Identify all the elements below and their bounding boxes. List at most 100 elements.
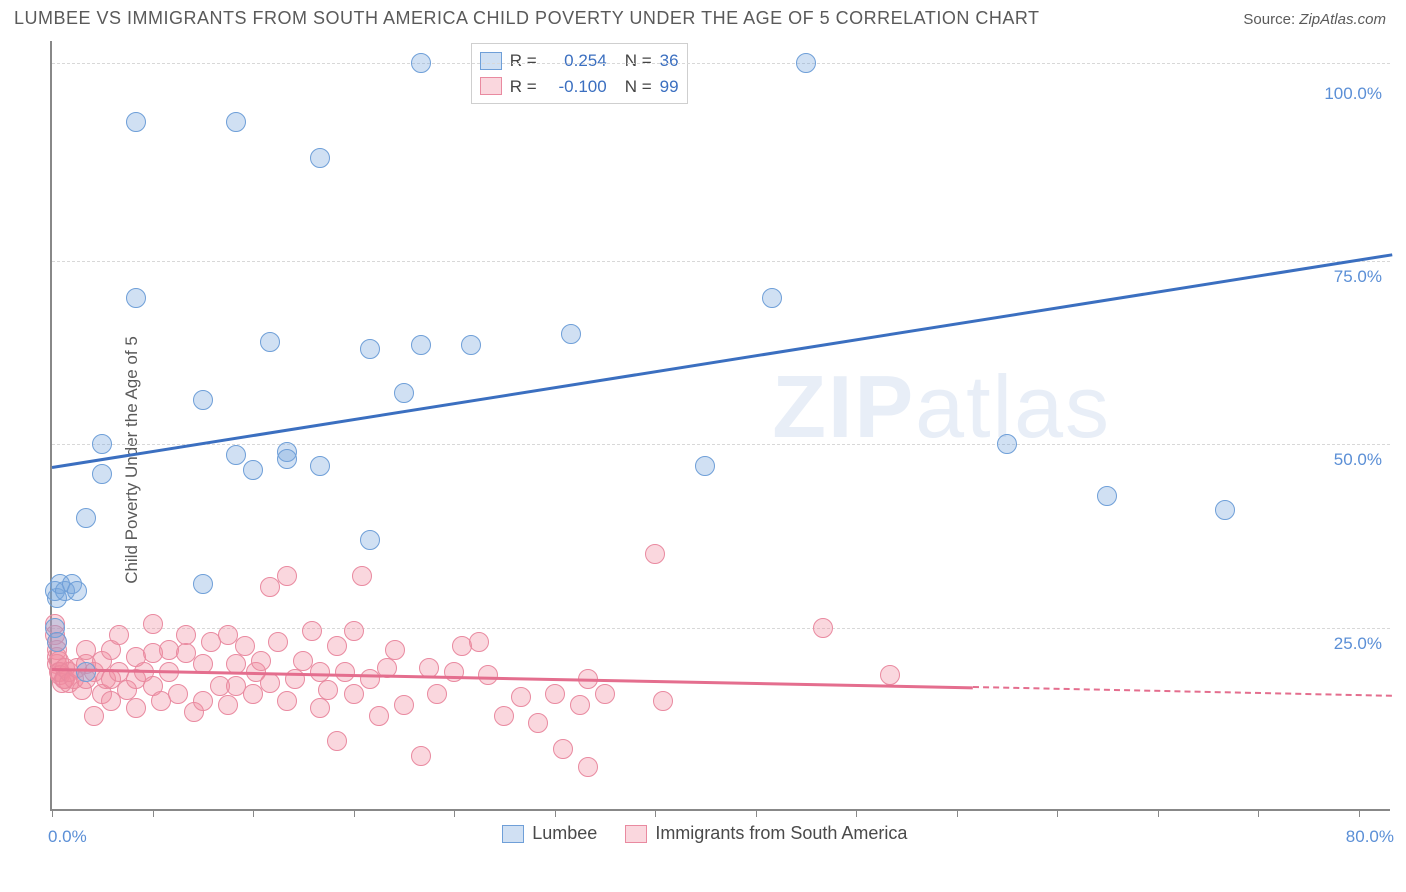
series-legend: LumbeeImmigrants from South America xyxy=(502,823,907,844)
data-point xyxy=(126,112,146,132)
x-tick-mark xyxy=(454,809,455,817)
legend-swatch xyxy=(502,825,524,843)
x-tick-mark xyxy=(1258,809,1259,817)
y-tick-label: 25.0% xyxy=(1334,634,1382,654)
r-value: -0.100 xyxy=(545,74,607,100)
data-point xyxy=(277,449,297,469)
data-point xyxy=(318,680,338,700)
data-point xyxy=(277,691,297,711)
data-point xyxy=(997,434,1017,454)
data-point xyxy=(143,614,163,634)
data-point xyxy=(226,445,246,465)
data-point xyxy=(385,640,405,660)
correlation-stats-box: R = 0.254 N = 36 R = -0.100 N = 99 xyxy=(471,43,688,104)
x-tick-mark xyxy=(957,809,958,817)
x-tick-mark xyxy=(856,809,857,817)
source-value: ZipAtlas.com xyxy=(1299,11,1386,28)
y-tick-label: 75.0% xyxy=(1334,267,1382,287)
data-point xyxy=(394,383,414,403)
trend-line xyxy=(973,686,1392,697)
r-label: R = xyxy=(510,48,537,74)
r-value: 0.254 xyxy=(545,48,607,74)
data-point xyxy=(469,632,489,652)
gridline xyxy=(52,444,1390,445)
chart-area: Child Poverty Under the Age of 5 ZIPatla… xyxy=(0,35,1406,885)
x-tick-mark xyxy=(655,809,656,817)
data-point xyxy=(494,706,514,726)
data-point xyxy=(461,335,481,355)
data-point xyxy=(302,621,322,641)
x-tick-mark xyxy=(1057,809,1058,817)
data-point xyxy=(310,662,330,682)
data-point xyxy=(310,698,330,718)
data-point xyxy=(511,687,531,707)
data-point xyxy=(545,684,565,704)
data-point xyxy=(595,684,615,704)
data-point xyxy=(67,581,87,601)
data-point xyxy=(193,390,213,410)
x-tick-mark xyxy=(354,809,355,817)
legend-label: Immigrants from South America xyxy=(655,823,907,844)
data-point xyxy=(176,625,196,645)
data-point xyxy=(126,288,146,308)
x-tick-mark xyxy=(756,809,757,817)
source-attribution: Source: ZipAtlas.com xyxy=(1243,11,1386,28)
n-value: 36 xyxy=(660,48,679,74)
x-tick-label: 0.0% xyxy=(48,827,87,847)
data-point xyxy=(645,544,665,564)
data-point xyxy=(369,706,389,726)
gridline xyxy=(52,261,1390,262)
data-point xyxy=(411,335,431,355)
y-tick-label: 50.0% xyxy=(1334,450,1382,470)
trend-line xyxy=(52,668,973,689)
data-point xyxy=(695,456,715,476)
data-point xyxy=(310,148,330,168)
data-point xyxy=(553,739,573,759)
data-point xyxy=(1215,500,1235,520)
x-tick-label: 80.0% xyxy=(1346,827,1394,847)
data-point xyxy=(268,632,288,652)
data-point xyxy=(327,636,347,656)
data-point xyxy=(880,665,900,685)
data-point xyxy=(394,695,414,715)
data-point xyxy=(411,53,431,73)
data-point xyxy=(478,665,498,685)
n-label: N = xyxy=(625,48,652,74)
data-point xyxy=(335,662,355,682)
data-point xyxy=(578,757,598,777)
x-tick-mark xyxy=(1158,809,1159,817)
data-point xyxy=(344,684,364,704)
data-point xyxy=(561,324,581,344)
data-point xyxy=(92,464,112,484)
data-point xyxy=(762,288,782,308)
data-point xyxy=(92,434,112,454)
chart-title: LUMBEE VS IMMIGRANTS FROM SOUTH AMERICA … xyxy=(14,8,1040,29)
watermark: ZIPatlas xyxy=(772,356,1111,458)
x-tick-mark xyxy=(253,809,254,817)
data-point xyxy=(226,112,246,132)
data-point xyxy=(76,508,96,528)
r-label: R = xyxy=(510,74,537,100)
legend-item: Immigrants from South America xyxy=(625,823,907,844)
data-point xyxy=(653,691,673,711)
data-point xyxy=(327,731,347,751)
watermark-zip: ZIP xyxy=(772,357,915,456)
data-point xyxy=(411,746,431,766)
data-point xyxy=(84,706,104,726)
source-label: Source: xyxy=(1243,11,1295,28)
n-label: N = xyxy=(625,74,652,100)
y-tick-label: 100.0% xyxy=(1324,84,1382,104)
x-tick-mark xyxy=(555,809,556,817)
data-point xyxy=(528,713,548,733)
trend-line xyxy=(52,254,1392,470)
x-tick-mark xyxy=(153,809,154,817)
data-point xyxy=(813,618,833,638)
data-point xyxy=(109,625,129,645)
n-value: 99 xyxy=(660,74,679,100)
data-point xyxy=(193,691,213,711)
legend-swatch xyxy=(480,77,502,95)
data-point xyxy=(235,636,255,656)
gridline xyxy=(52,63,1390,64)
data-point xyxy=(352,566,372,586)
data-point xyxy=(218,695,238,715)
